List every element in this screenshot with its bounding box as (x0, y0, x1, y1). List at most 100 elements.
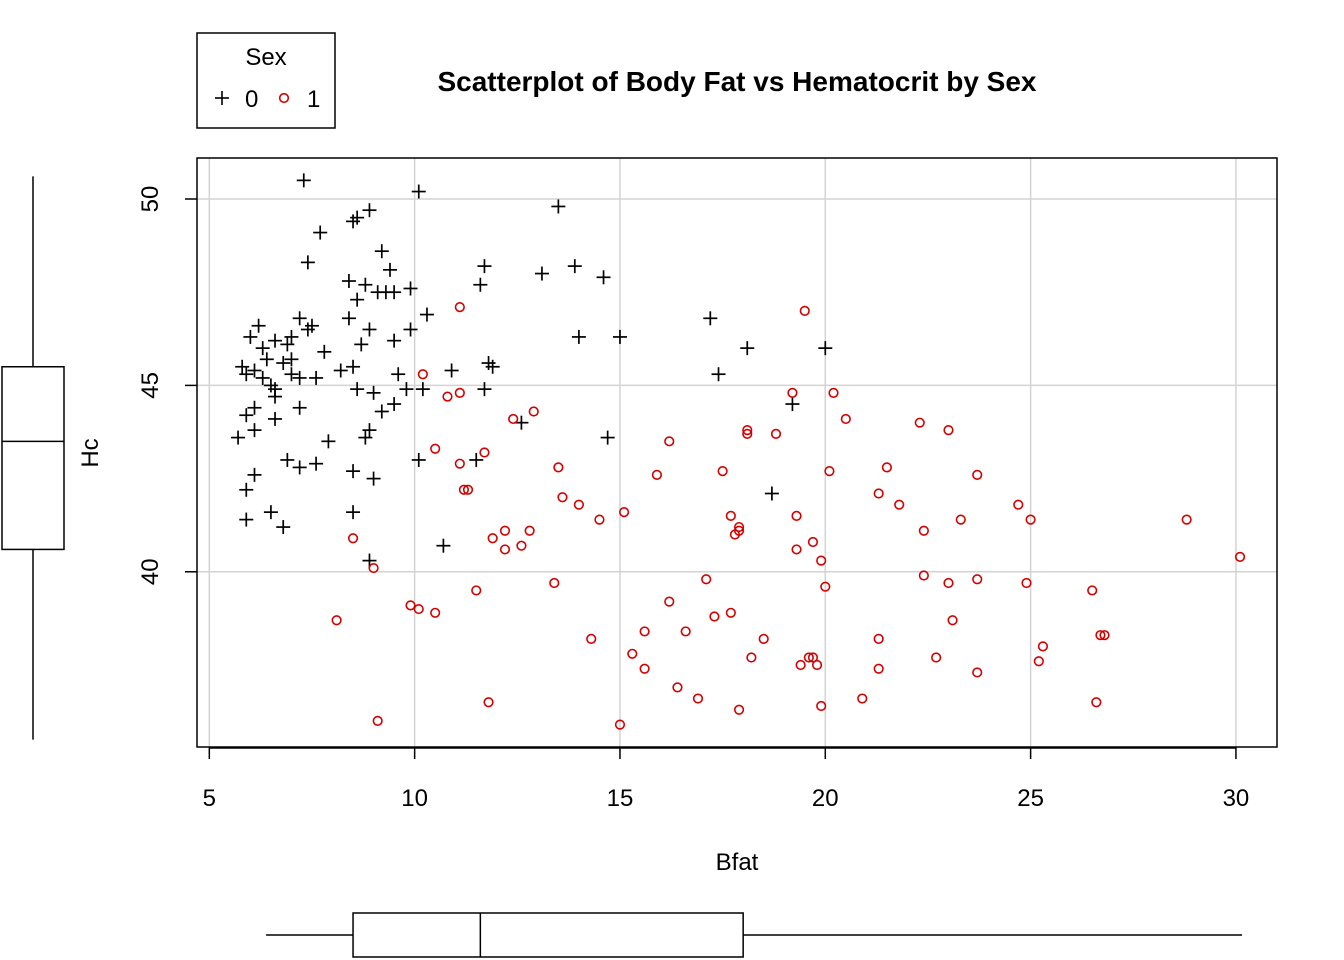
data-point-sex-1 (479, 447, 490, 458)
data-point-sex-0 (247, 467, 262, 482)
x-axis: 5 10 15 20 25 30 (203, 747, 1249, 812)
data-point-sex-0 (255, 370, 270, 385)
data-point-sex-0 (818, 341, 833, 356)
data-point-sex-1 (873, 663, 884, 674)
data-points (231, 173, 1246, 730)
data-point-sex-1 (454, 302, 465, 313)
y-tick-label: 50 (137, 186, 164, 213)
data-point-sex-1 (918, 570, 929, 581)
data-point-sex-1 (462, 484, 474, 495)
data-point-sex-1 (770, 428, 782, 439)
data-point-sex-1 (873, 633, 884, 644)
data-point-sex-0 (341, 311, 356, 326)
data-point-sex-1 (733, 521, 745, 533)
data-point-sex-0 (333, 363, 348, 378)
data-point-sex-1 (405, 600, 416, 611)
data-point-sex-1 (499, 544, 511, 555)
data-point-sex-1 (664, 436, 675, 447)
data-point-sex-1 (553, 462, 564, 473)
data-point-sex-0 (354, 337, 369, 352)
data-point-sex-1 (680, 626, 691, 637)
data-point-sex-0 (239, 367, 254, 382)
data-point-sex-0 (469, 452, 484, 467)
data-point-sex-1 (430, 443, 441, 454)
data-point-sex-0 (309, 456, 324, 471)
legend: Sex 0 1 (196, 32, 336, 129)
data-point-sex-1 (594, 514, 605, 525)
data-point-sex-1 (807, 536, 819, 548)
data-point-sex-1 (820, 581, 831, 592)
data-point-sex-0 (362, 322, 377, 337)
data-point-sex-0 (703, 311, 718, 326)
data-point-sex-1 (816, 700, 827, 712)
data-point-sex-1 (947, 615, 958, 626)
data-point-sex-1 (1033, 656, 1044, 667)
data-point-sex-0 (313, 225, 328, 240)
data-point-sex-0 (300, 255, 315, 270)
data-point-sex-0 (350, 292, 365, 307)
y-box-iqr (1, 366, 65, 551)
x-tick-label: 5 (203, 785, 216, 812)
data-point-sex-1 (881, 462, 892, 473)
data-point-sex-1 (651, 469, 663, 480)
data-point-sex-1 (442, 391, 453, 402)
data-point-sex-1 (943, 577, 954, 589)
y-tick-label: 45 (137, 372, 164, 399)
data-point-sex-0 (444, 363, 459, 378)
data-point-sex-0 (247, 423, 262, 438)
data-point-sex-1 (483, 697, 494, 708)
x-tick-label: 15 (607, 785, 634, 812)
data-point-sex-0 (296, 173, 311, 188)
data-point-sex-0 (387, 333, 402, 348)
data-point-sex-0 (551, 199, 566, 214)
data-point-sex-0 (321, 434, 336, 449)
data-point-sex-0 (247, 400, 262, 415)
x-tick-label: 25 (1017, 785, 1044, 812)
data-point-sex-1 (454, 387, 465, 398)
data-point-sex-0 (387, 397, 402, 412)
data-point-sex-0 (366, 385, 381, 400)
data-point-sex-0 (231, 430, 246, 445)
data-point-sex-0 (292, 370, 307, 385)
data-point-sex-1 (824, 466, 835, 477)
data-point-sex-0 (280, 337, 295, 352)
data-point-sex-0 (764, 486, 779, 501)
data-point-sex-1 (430, 607, 441, 618)
data-point-sex-1 (733, 704, 745, 715)
data-point-sex-1 (791, 510, 802, 521)
data-point-sex-0 (268, 389, 283, 404)
data-point-sex-1 (725, 510, 736, 521)
legend-marker-plus (215, 91, 229, 105)
data-point-sex-0 (239, 408, 254, 423)
data-point-sex-1 (857, 693, 868, 704)
data-point-sex-1 (692, 693, 704, 704)
data-point-sex-0 (259, 352, 274, 367)
data-point-sex-0 (403, 322, 418, 337)
x-axis-title: Bfat (716, 849, 759, 876)
data-point-sex-1 (372, 715, 383, 727)
data-point-sex-0 (263, 505, 278, 520)
x-box-iqr (352, 912, 744, 958)
data-point-sex-1 (894, 499, 905, 510)
data-point-sex-0 (268, 411, 283, 426)
data-point-sex-1 (508, 413, 519, 425)
data-point-sex-1 (1095, 630, 1106, 641)
data-point-sex-1 (368, 562, 379, 574)
data-point-sex-1 (516, 540, 527, 551)
data-point-sex-0 (239, 482, 254, 497)
data-point-sex-1 (807, 652, 819, 663)
data-point-sex-0 (243, 329, 258, 344)
data-point-sex-1 (795, 659, 806, 671)
data-point-sex-0 (473, 277, 488, 292)
data-point-sex-0 (292, 460, 307, 475)
x-tick-label: 20 (812, 785, 839, 812)
data-point-sex-0 (350, 382, 365, 397)
data-point-sex-0 (362, 203, 377, 218)
data-point-sex-1 (758, 633, 769, 644)
data-point-sex-1 (1021, 577, 1032, 589)
data-point-sex-0 (411, 452, 426, 467)
data-point-sex-1 (931, 652, 942, 663)
data-point-sex-1 (413, 603, 424, 615)
data-point-sex-1 (799, 305, 810, 316)
